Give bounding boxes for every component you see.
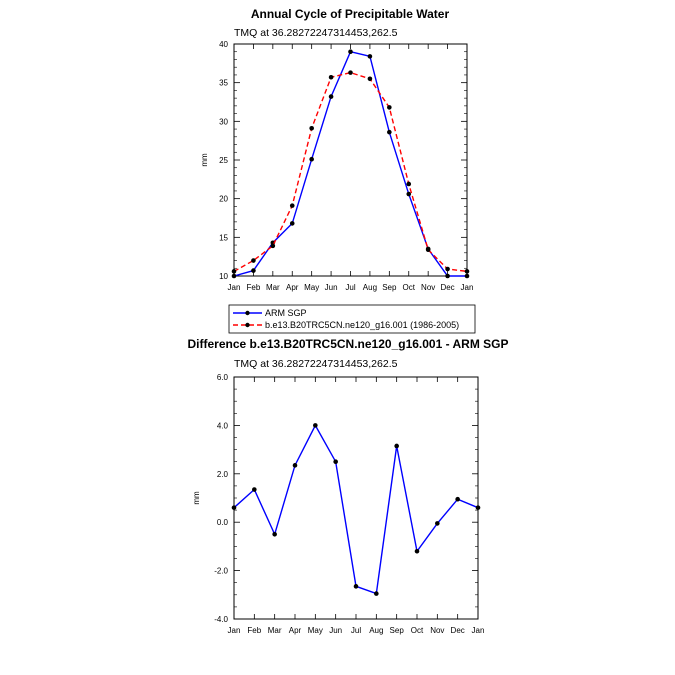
data-point — [328, 94, 334, 99]
y-tick-label: 4.0 — [217, 421, 229, 430]
chart-title: Annual Cycle of Precipitable Water — [251, 7, 450, 21]
y-tick-label: -4.0 — [214, 615, 228, 624]
tick-group: Jan Feb Mar Apr May Jun Jul Aug Sep Oct Nov Dec Jan-… — [214, 373, 484, 635]
tick-group: Jan Feb Mar Apr May Jun Jul Aug Sep Oct Nov Dec Jan1… — [219, 40, 473, 292]
data-point — [251, 268, 256, 273]
data-point — [387, 129, 392, 135]
data-point — [292, 463, 298, 468]
x-tick-label: Jan — [228, 626, 241, 635]
y-axis-label: mm — [200, 153, 209, 167]
data-point — [348, 49, 353, 55]
x-tick-label: Jan — [472, 626, 485, 635]
x-tick-label: Dec — [440, 283, 454, 292]
x-tick-label: Jun — [325, 283, 338, 292]
data-point — [455, 496, 460, 502]
plot-frame — [233, 43, 468, 277]
legend-label-arm-sgp: ARM SGP — [265, 308, 307, 318]
x-tick-label: Aug — [369, 626, 383, 635]
x-tick-label: Jul — [351, 626, 361, 635]
x-tick-label: Feb — [247, 283, 261, 292]
data-point — [406, 181, 412, 187]
data-point — [313, 423, 318, 428]
data-point — [425, 247, 431, 253]
data-point — [475, 505, 481, 510]
data-point — [445, 273, 450, 279]
y-tick-label: 25 — [219, 156, 228, 165]
data-point — [309, 125, 314, 131]
data-point — [333, 459, 338, 465]
data-point — [348, 70, 353, 75]
data-point — [435, 521, 440, 526]
data-point — [252, 487, 257, 492]
data-point — [367, 54, 373, 59]
legend-marker-model — [245, 322, 250, 328]
data-point — [328, 74, 334, 80]
y-tick-label: 10 — [219, 272, 228, 281]
difference-chart: Difference b.e13.B20TRC5CN.ne120_g16.001… — [187, 337, 508, 635]
y-tick-label: 0.0 — [217, 518, 229, 527]
x-tick-label: Aug — [363, 283, 377, 292]
x-tick-label: Jul — [345, 283, 355, 292]
y-axis-label: mm — [192, 491, 201, 505]
y-tick-label: 6.0 — [217, 373, 229, 382]
legend-label-model: b.e13.B20TRC5CN.ne120_g16.001 (1986-2005… — [265, 320, 459, 330]
y-tick-label: 15 — [219, 233, 228, 242]
x-tick-label: Jun — [329, 626, 342, 635]
x-tick-label: Jan — [461, 283, 474, 292]
data-point — [289, 203, 295, 208]
x-tick-label: Oct — [403, 283, 416, 292]
legend-marker-arm-sgp — [245, 310, 250, 316]
series-line-0 — [233, 423, 479, 595]
series-line-0 — [233, 50, 467, 277]
data-point — [414, 548, 420, 554]
x-tick-label: Sep — [390, 626, 405, 635]
x-tick-label: Nov — [430, 626, 444, 635]
legend-box — [228, 304, 476, 334]
x-tick-label: Mar — [268, 626, 282, 635]
data-point — [272, 532, 277, 537]
data-point — [367, 76, 373, 82]
x-tick-label: Mar — [266, 283, 280, 292]
data-point — [289, 221, 295, 226]
legend: ARM SGP b.e13.B20TRC5CN.ne120_g16.001 (1… — [228, 304, 476, 334]
data-point — [309, 156, 314, 162]
x-tick-label: May — [304, 283, 319, 292]
chart-subtitle: TMQ at 36.28272247314453,262.5 — [234, 27, 398, 39]
data-point — [445, 266, 450, 272]
data-point — [251, 258, 256, 263]
data-point — [231, 505, 237, 510]
x-tick-label: Feb — [247, 626, 261, 635]
series-group — [231, 423, 481, 596]
x-tick-label: May — [308, 626, 323, 635]
y-tick-label: 2.0 — [217, 470, 229, 479]
y-tick-label: 35 — [219, 79, 228, 88]
data-point — [464, 269, 470, 274]
data-point — [464, 273, 470, 279]
y-tick-label: 30 — [219, 117, 228, 126]
x-tick-label: Dec — [451, 626, 465, 635]
x-tick-label: Apr — [289, 626, 302, 635]
series-line-1 — [233, 71, 468, 273]
x-tick-label: Jan — [228, 283, 241, 292]
data-point — [231, 269, 237, 274]
data-point — [231, 273, 237, 279]
series-group — [231, 49, 470, 279]
y-tick-label: -2.0 — [214, 567, 228, 576]
chart-title: Difference b.e13.B20TRC5CN.ne120_g16.001… — [187, 337, 508, 351]
y-tick-label: 40 — [219, 40, 228, 49]
chart-subtitle: TMQ at 36.28272247314453,262.5 — [234, 358, 398, 370]
data-point — [406, 191, 412, 197]
x-tick-label: Nov — [421, 283, 435, 292]
annual-cycle-chart: Annual Cycle of Precipitable Water TMQ a… — [200, 7, 473, 292]
x-tick-label: Oct — [411, 626, 424, 635]
x-tick-label: Sep — [382, 283, 397, 292]
y-tick-label: 20 — [219, 195, 228, 204]
data-point — [394, 443, 399, 449]
x-tick-label: Apr — [286, 283, 299, 292]
data-point — [387, 105, 392, 110]
data-point — [353, 584, 359, 589]
data-point — [374, 591, 379, 596]
data-point — [270, 243, 276, 249]
